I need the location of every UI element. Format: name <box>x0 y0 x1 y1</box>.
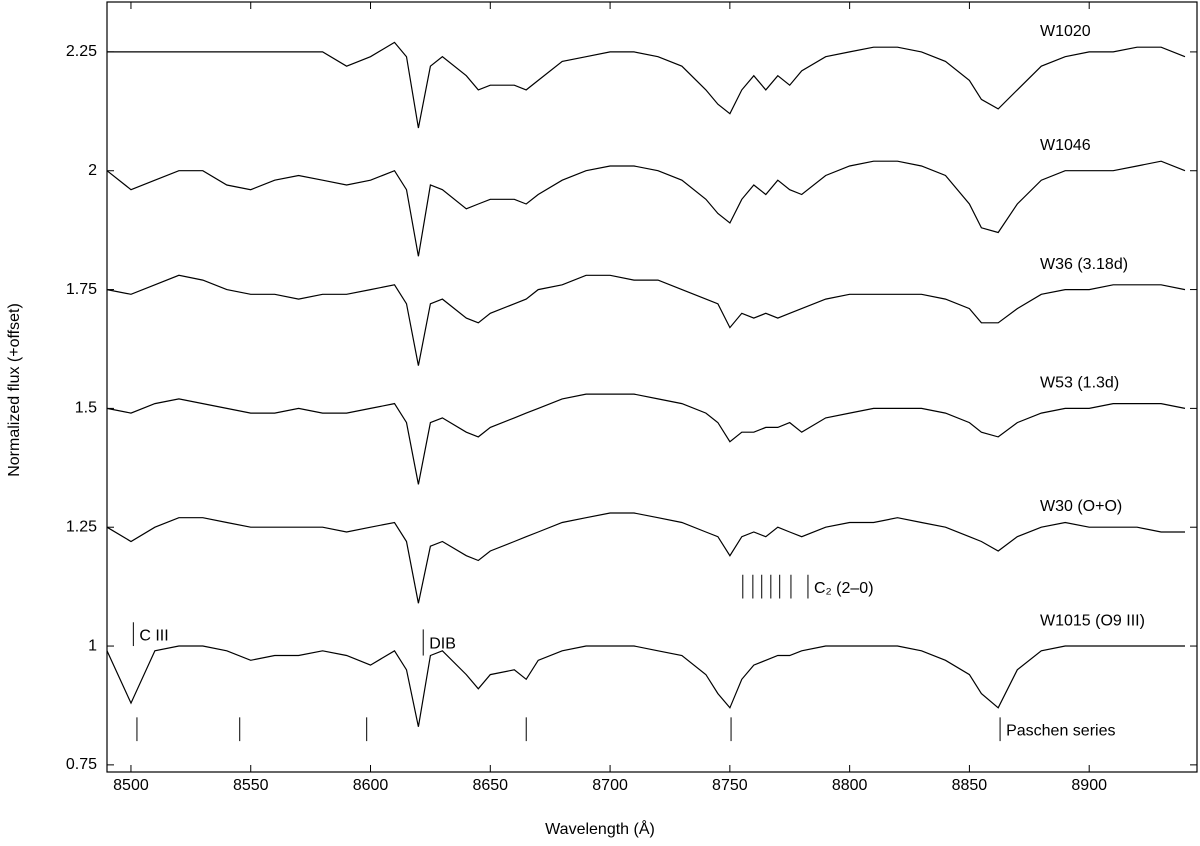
y-tick-label: 1.5 <box>75 400 97 417</box>
y-tick-label: 2 <box>88 162 97 179</box>
x-tick-label: 8800 <box>832 777 868 794</box>
x-tick-label: 8700 <box>592 777 628 794</box>
spectrum-line <box>106 160 1186 257</box>
y-tick-label: 1.25 <box>66 518 97 535</box>
x-axis-title: Wavelength (Å) <box>545 819 655 838</box>
y-tick-label: 2.25 <box>66 43 97 60</box>
marker-label: C₂ (2–0) <box>814 580 874 597</box>
y-axis-title: Normalized flux (+offset) <box>6 303 23 477</box>
y-tick-label: 0.75 <box>66 756 97 773</box>
spectrum-line <box>106 512 1185 604</box>
spectrum-line <box>106 274 1186 366</box>
x-tick-label: 8500 <box>113 777 149 794</box>
series-label: W53 (1.3d) <box>1040 375 1119 392</box>
marker-label: C III <box>139 627 168 644</box>
series-label: W36 (3.18d) <box>1040 256 1128 273</box>
y-tick-label: 1.75 <box>66 281 97 298</box>
x-tick-label: 8850 <box>952 777 988 794</box>
series-label: W30 (O+O) <box>1040 498 1122 515</box>
marker-label: DIB <box>429 636 456 653</box>
series-label: W1015 (O9 III) <box>1040 612 1145 629</box>
plot-frame <box>106 1 1198 773</box>
spectrum-line <box>106 645 1185 727</box>
series-label: W1020 <box>1040 23 1091 40</box>
x-tick-label: 8550 <box>233 777 269 794</box>
y-tick-label: 1 <box>88 637 97 654</box>
x-tick-label: 8600 <box>353 777 389 794</box>
marker-label: Paschen series <box>1006 722 1115 739</box>
x-tick-label: 8650 <box>472 777 508 794</box>
spectrum-line <box>107 41 1186 129</box>
series-label: W1046 <box>1040 137 1091 154</box>
x-tick-label: 8750 <box>712 777 748 794</box>
x-tick-label: 8900 <box>1071 777 1107 794</box>
spectrum-line <box>106 393 1186 485</box>
